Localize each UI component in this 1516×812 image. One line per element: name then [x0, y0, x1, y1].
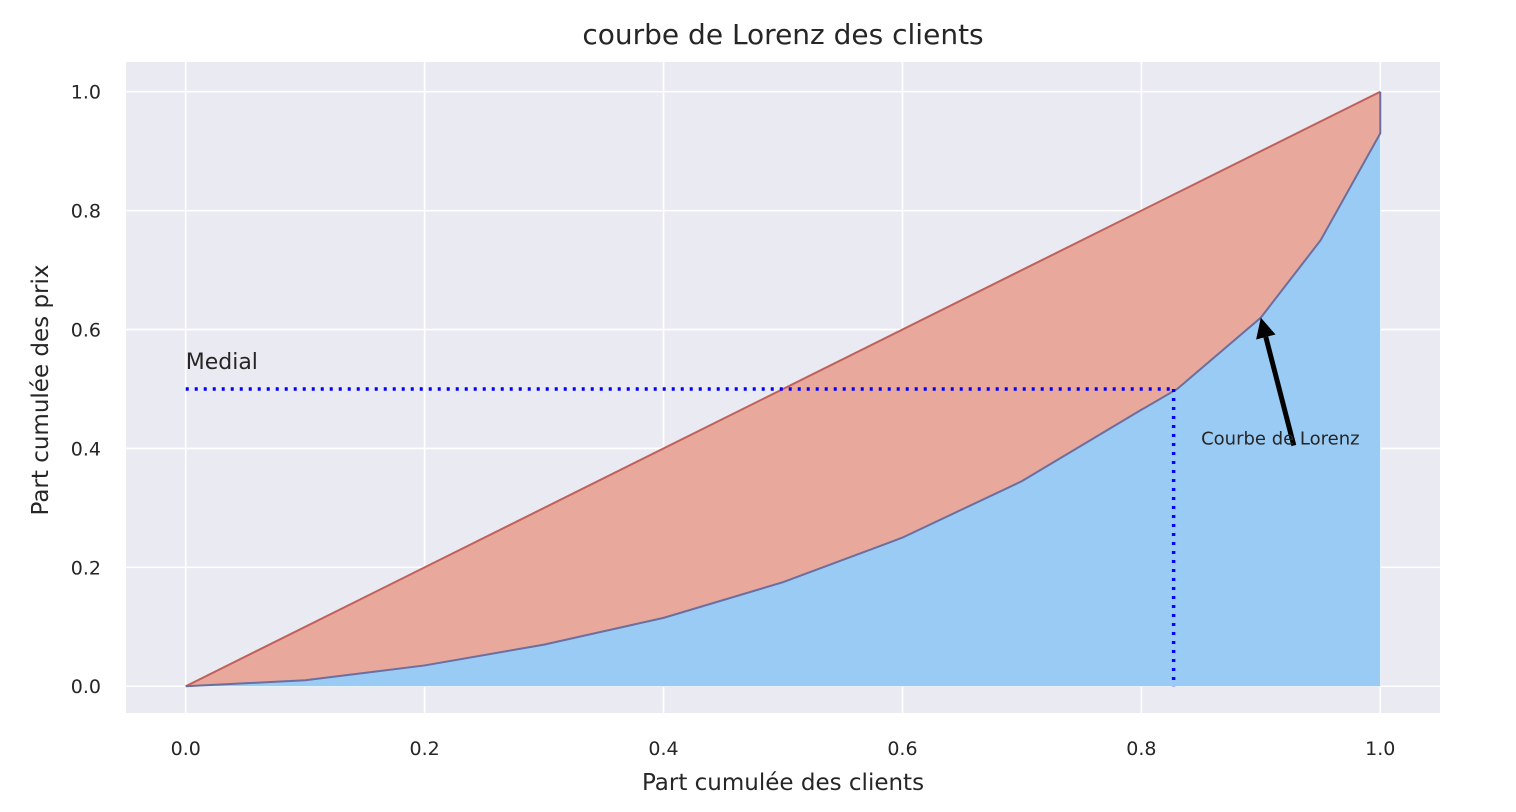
x-tick-label: 0.4 — [648, 738, 678, 760]
annotation-arrow-shaft — [1263, 336, 1297, 447]
x-axis-label: Part cumulée des clients — [642, 770, 924, 796]
x-tick-label: 0.6 — [887, 738, 917, 760]
y-tick-label: 0.0 — [71, 676, 101, 698]
x-tick-label: 0.2 — [410, 738, 440, 760]
chart-title: courbe de Lorenz des clients — [582, 18, 983, 51]
plot-area: Medial Courbe de Lorenz 0.0 0.2 0.4 0.6 0.8 1.0… — [71, 62, 1440, 760]
lorenz-area — [185, 133, 1381, 687]
y-axis-label: Part cumulée des prix — [28, 264, 54, 515]
y-tick-label: 0.6 — [71, 320, 101, 342]
x-tick-label: 0.0 — [171, 738, 201, 760]
medial-label: Medial — [186, 350, 258, 375]
y-tick-label: 0.2 — [71, 557, 101, 579]
equality-line — [185, 90, 1381, 688]
x-tick-label: 1.0 — [1365, 738, 1395, 760]
y-tick-label: 0.4 — [71, 438, 101, 460]
x-tick-label: 0.8 — [1126, 738, 1156, 760]
annotation-arrow-head — [1256, 317, 1276, 340]
y-tick-label: 0.8 — [71, 201, 101, 223]
annotation-label: Courbe de Lorenz — [1201, 428, 1360, 449]
lorenz-curve — [185, 91, 1382, 688]
y-tick-label: 1.0 — [71, 82, 101, 104]
